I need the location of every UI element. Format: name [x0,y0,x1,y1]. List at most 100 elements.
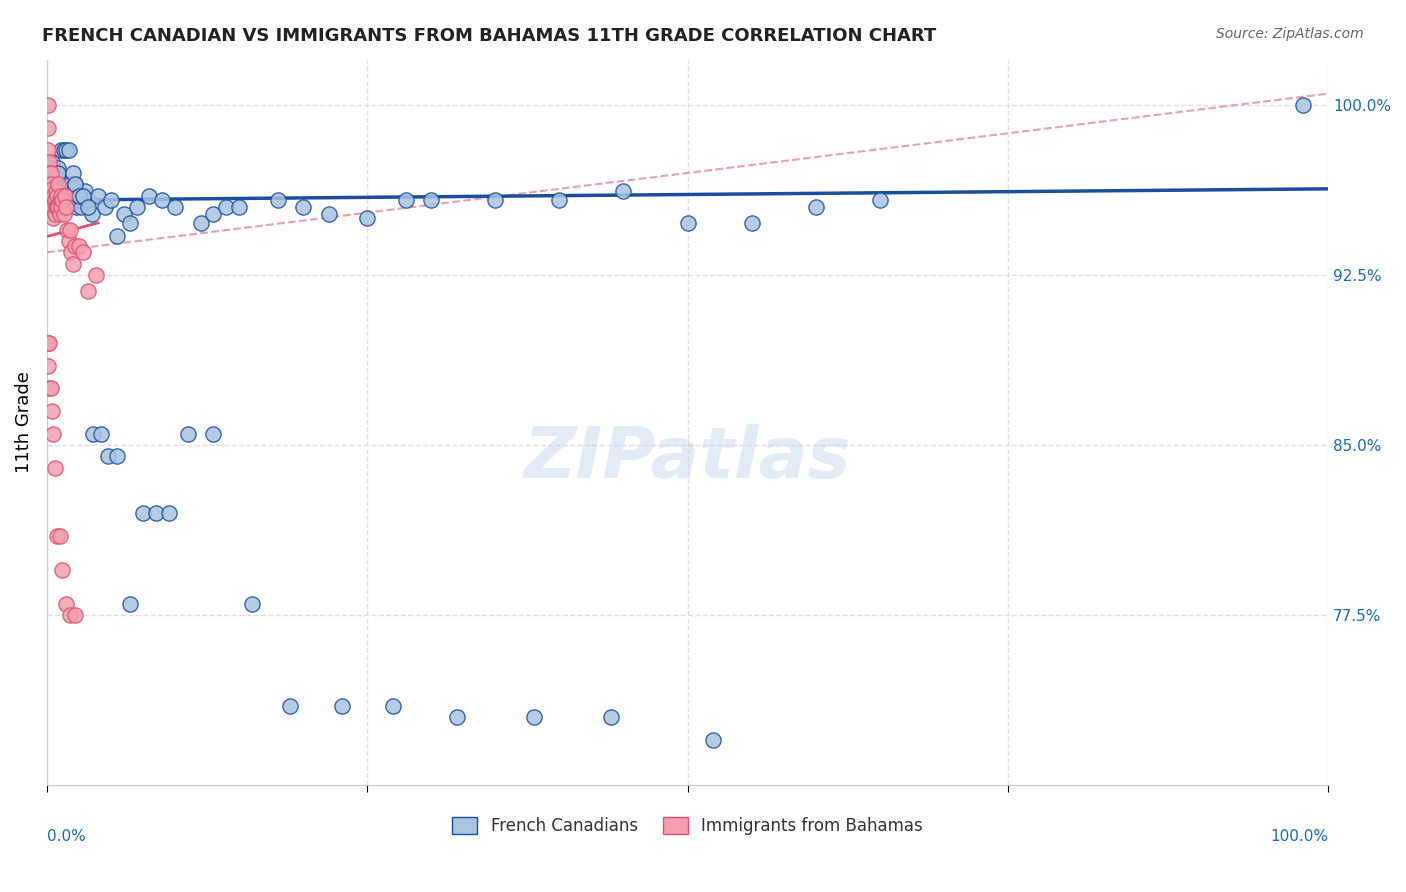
Point [62,166,84,180]
Point [523,710,546,724]
Point [48,200,70,214]
Point [52,207,75,221]
Point [63,608,86,623]
Point [37,98,59,112]
Point [49,143,72,157]
Point [292,200,315,214]
Point [741,216,763,230]
Point [318,207,340,221]
Text: FRENCH CANADIAN VS IMMIGRANTS FROM BAHAMAS 11TH GRADE CORRELATION CHART: FRENCH CANADIAN VS IMMIGRANTS FROM BAHAM… [42,27,936,45]
Point [46,200,69,214]
Point [42,426,65,441]
Text: 0.0%: 0.0% [46,829,86,844]
Point [67,188,90,202]
Point [63,178,86,192]
Point [42,166,65,180]
Point [120,597,142,611]
Point [45,166,67,180]
Point [39,188,62,202]
Point [125,200,148,214]
Point [55,200,77,214]
Point [202,207,225,221]
Point [330,698,353,713]
Point [228,200,250,214]
Point [48,529,70,543]
Point [84,268,107,282]
Point [39,381,62,395]
Point [90,426,112,441]
Point [82,426,104,441]
Point [55,200,77,214]
Point [599,710,621,724]
Point [93,200,115,214]
Point [612,184,634,198]
Point [41,182,63,196]
Point [39,178,62,192]
Point [132,506,155,520]
Point [38,178,60,192]
Point [42,200,65,214]
Point [138,188,160,202]
Point [41,200,63,214]
Point [145,506,167,520]
Point [39,166,62,180]
Point [70,200,93,214]
Point [44,193,66,207]
Point [48,193,70,207]
Point [869,193,891,207]
Point [804,200,827,214]
Point [62,193,84,207]
Point [163,200,186,214]
Point [44,460,66,475]
Point [446,710,468,724]
Point [48,178,70,192]
Point [87,188,110,202]
Point [58,143,80,157]
Point [37,359,59,373]
Point [120,216,142,230]
Point [38,381,60,395]
Point [1291,98,1313,112]
Point [63,178,86,192]
Point [105,450,128,464]
Point [51,193,73,207]
Point [63,238,86,252]
Point [59,178,82,192]
Point [177,426,200,441]
Point [548,193,571,207]
Point [72,188,94,202]
Point [44,170,66,185]
Point [46,188,69,202]
Point [55,597,77,611]
Point [51,563,73,577]
Point [77,200,100,214]
Point [49,188,72,202]
Point [38,166,60,180]
Point [66,193,89,207]
Point [105,229,128,244]
Point [55,143,77,157]
Point [56,222,79,236]
Point [53,188,76,202]
Point [100,193,122,207]
Point [60,245,83,260]
Point [45,200,67,214]
Point [48,175,70,189]
Point [46,529,69,543]
Point [215,200,238,214]
Text: Source: ZipAtlas.com: Source: ZipAtlas.com [1216,27,1364,41]
Point [381,698,404,713]
Point [56,193,79,207]
Point [41,404,63,418]
Point [48,166,70,180]
Point [42,211,65,226]
Point [52,143,75,157]
Point [60,188,83,202]
Text: ZIPatlas: ZIPatlas [524,424,851,493]
Point [702,732,724,747]
Point [112,207,135,221]
Point [240,597,263,611]
Y-axis label: 11th Grade: 11th Grade [15,371,32,474]
Point [59,608,82,623]
Point [72,188,94,202]
